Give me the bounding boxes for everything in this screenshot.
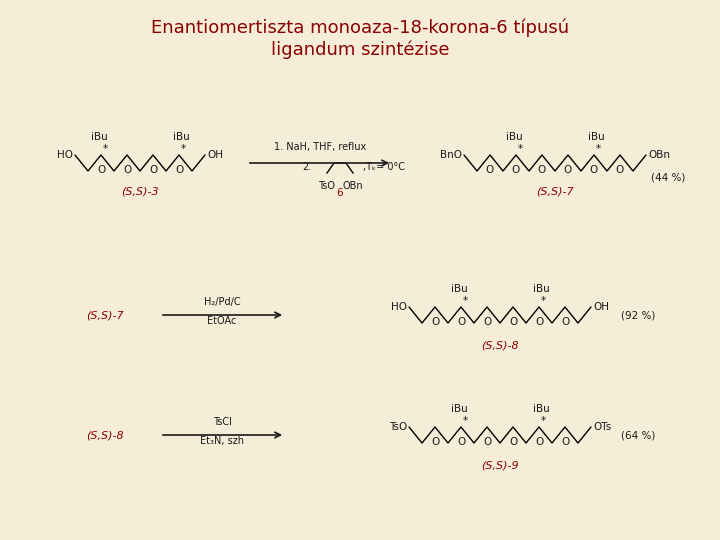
Text: O: O xyxy=(561,437,569,447)
Text: iBu: iBu xyxy=(451,404,467,414)
Text: (44 %): (44 %) xyxy=(651,173,685,183)
Text: OTs: OTs xyxy=(593,422,611,432)
Text: O: O xyxy=(535,317,543,327)
Text: O: O xyxy=(512,165,520,175)
Text: iBu: iBu xyxy=(533,404,549,414)
Text: O: O xyxy=(564,165,572,175)
Text: O: O xyxy=(561,317,569,327)
Text: O: O xyxy=(431,317,439,327)
Text: 6: 6 xyxy=(337,188,343,198)
Text: O: O xyxy=(590,165,598,175)
Text: O: O xyxy=(486,165,494,175)
Text: OH: OH xyxy=(593,302,609,312)
Text: *: * xyxy=(518,144,523,154)
Text: O: O xyxy=(616,165,624,175)
Text: *: * xyxy=(463,296,468,306)
Text: 2.: 2. xyxy=(302,162,311,172)
Text: HO: HO xyxy=(391,302,407,312)
Text: O: O xyxy=(509,437,517,447)
Text: iBu: iBu xyxy=(588,132,604,142)
Text: ,Tₖ= 0°C: ,Tₖ= 0°C xyxy=(363,162,405,172)
Text: (64 %): (64 %) xyxy=(621,430,655,440)
Text: O: O xyxy=(538,165,546,175)
Text: O: O xyxy=(149,165,157,175)
Text: *: * xyxy=(181,144,186,154)
Text: *: * xyxy=(541,416,546,426)
Text: O: O xyxy=(509,317,517,327)
Text: TsO: TsO xyxy=(389,422,407,432)
Text: O: O xyxy=(457,317,465,327)
Text: OBn: OBn xyxy=(648,150,670,160)
Text: (S,S)-8: (S,S)-8 xyxy=(481,340,519,350)
Text: iBu: iBu xyxy=(91,132,107,142)
Text: 1. NaH, THF, reflux: 1. NaH, THF, reflux xyxy=(274,142,366,152)
Text: O: O xyxy=(97,165,105,175)
Text: O: O xyxy=(483,437,491,447)
Text: O: O xyxy=(535,437,543,447)
Text: (S,S)-7: (S,S)-7 xyxy=(536,186,574,196)
Text: iBu: iBu xyxy=(173,132,189,142)
Text: HO: HO xyxy=(57,150,73,160)
Text: ligandum szintézise: ligandum szintézise xyxy=(271,40,449,59)
Text: (92 %): (92 %) xyxy=(621,310,655,320)
Text: (S,S)-8: (S,S)-8 xyxy=(86,430,124,440)
Text: TsCl: TsCl xyxy=(212,417,231,427)
Text: (S,S)-7: (S,S)-7 xyxy=(86,310,124,320)
Text: OBn: OBn xyxy=(343,181,364,191)
Text: (S,S)-9: (S,S)-9 xyxy=(481,460,519,470)
Text: *: * xyxy=(103,144,108,154)
Text: iBu: iBu xyxy=(505,132,523,142)
Text: O: O xyxy=(123,165,131,175)
Text: *: * xyxy=(463,416,468,426)
Text: TsO: TsO xyxy=(318,181,336,191)
Text: O: O xyxy=(457,437,465,447)
Text: EtOAc: EtOAc xyxy=(207,316,237,326)
Text: Enantiomertiszta monoaza-18-korona-6 típusú: Enantiomertiszta monoaza-18-korona-6 típ… xyxy=(151,19,569,37)
Text: BnO: BnO xyxy=(440,150,462,160)
Text: *: * xyxy=(541,296,546,306)
Text: Et₃N, szh: Et₃N, szh xyxy=(200,436,244,446)
Text: iBu: iBu xyxy=(533,284,549,294)
Text: (S,S)-3: (S,S)-3 xyxy=(121,186,159,196)
Text: *: * xyxy=(596,144,601,154)
Text: iBu: iBu xyxy=(451,284,467,294)
Text: O: O xyxy=(175,165,183,175)
Text: O: O xyxy=(483,317,491,327)
Text: H₂/Pd/C: H₂/Pd/C xyxy=(204,297,240,307)
Text: OH: OH xyxy=(207,150,223,160)
Text: O: O xyxy=(431,437,439,447)
